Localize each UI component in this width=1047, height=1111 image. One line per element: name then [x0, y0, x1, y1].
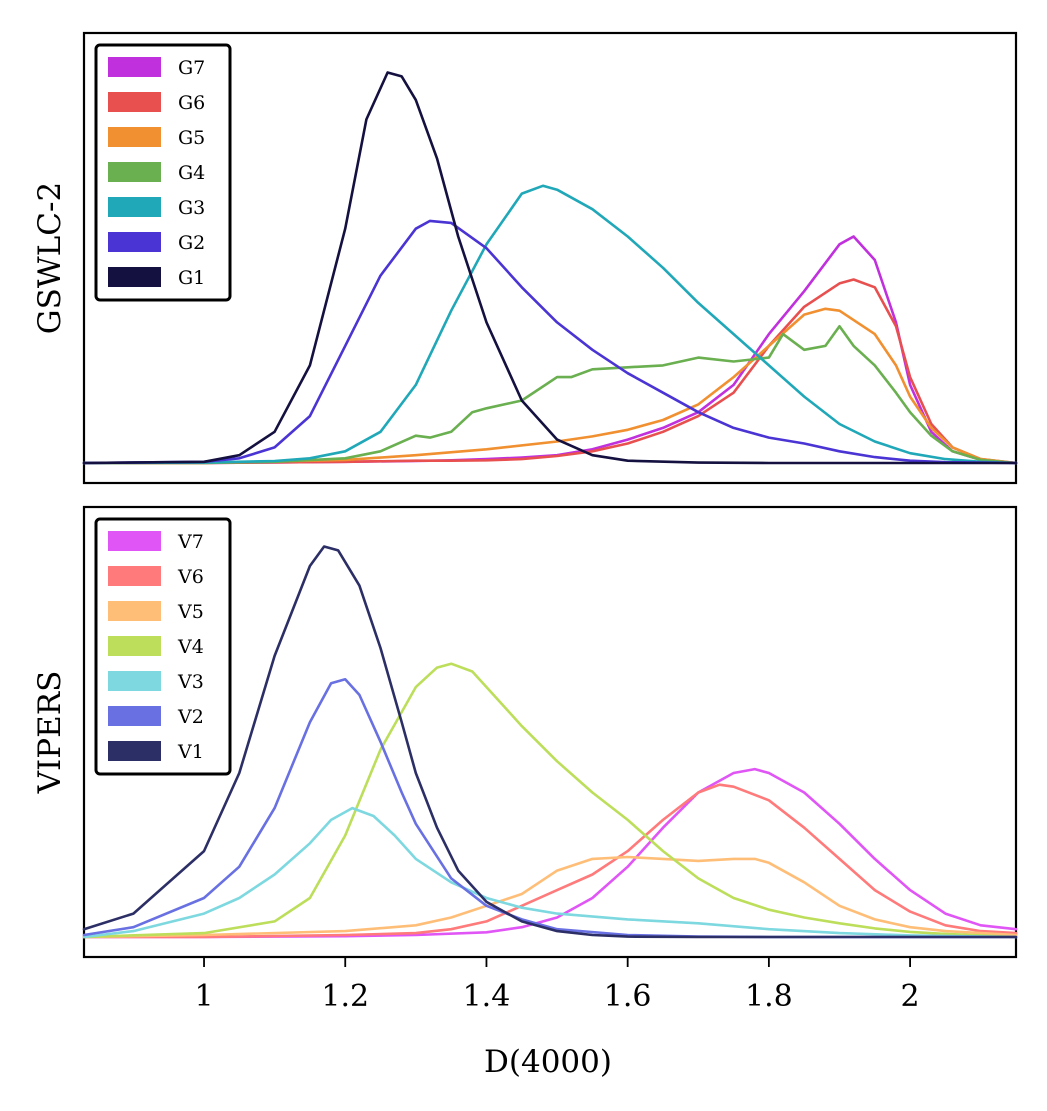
series-line-v6	[82, 783, 1018, 939]
x-tick-label: 1.2	[321, 979, 369, 1014]
series-line-g5	[82, 307, 1018, 465]
legend-label-g7: G7	[178, 57, 205, 79]
legend-swatch-v7	[108, 531, 161, 551]
legend-swatch-g3	[108, 197, 161, 217]
legend-label-v7: V7	[177, 531, 204, 553]
legend-label-g6: G6	[178, 92, 205, 114]
series-line-v5	[82, 855, 1018, 939]
legend-swatch-v4	[108, 636, 161, 656]
series-line-g2	[82, 219, 1018, 465]
series-line-v1	[82, 545, 1018, 939]
legend-label-g2: G2	[178, 232, 205, 254]
legend-top: G7 G6 G5 G4 G3 G2 G1	[94, 43, 232, 302]
legend-swatch-v1	[108, 741, 161, 761]
legend-label-g5: G5	[178, 127, 205, 149]
curves-top	[82, 71, 1018, 465]
x-tick-label: 1.8	[745, 979, 793, 1014]
legend-swatch-v3	[108, 671, 161, 691]
series-line-g1	[82, 71, 1018, 465]
legend-label-v5: V5	[177, 601, 204, 623]
x-tick-label: 2	[901, 979, 920, 1014]
legend-label-g3: G3	[178, 197, 205, 219]
series-line-v2	[82, 678, 1018, 939]
series-line-v3	[82, 806, 1018, 939]
legend-swatch-g7	[108, 57, 161, 77]
series-line-g6	[82, 278, 1018, 465]
legend-swatch-v5	[108, 601, 161, 621]
axes-frame-top	[82, 31, 1018, 485]
legend-swatch-g5	[108, 127, 161, 147]
legend-label-v2: V2	[177, 706, 204, 728]
axes-frame-bottom	[82, 505, 1018, 959]
legend-label-v6: V6	[177, 566, 204, 588]
panel-vipers: 1 1.2 1.4 1.6 1.8 2 VIPERS V7 V6 V5 V4 V3 V2 V1	[32, 505, 1018, 1014]
legend-swatch-g1	[108, 267, 161, 287]
x-ticks: 1 1.2 1.4 1.6 1.8 2	[194, 957, 920, 1014]
legend-label-v4: V4	[177, 636, 204, 658]
y-axis-label-top: GSWLC-2	[32, 182, 68, 334]
x-axis-label: D(4000)	[484, 1044, 612, 1080]
legend-swatch-g4	[108, 162, 161, 182]
legend-swatch-v6	[108, 566, 161, 586]
legend-swatch-g6	[108, 92, 161, 112]
x-tick-label: 1	[194, 979, 213, 1014]
series-line-g4	[82, 325, 1018, 465]
x-tick-label: 1.4	[463, 979, 511, 1014]
series-line-g3	[82, 184, 1018, 465]
legend-label-g1: G1	[178, 267, 205, 289]
legend-label-g4: G4	[178, 162, 205, 184]
legend-label-v3: V3	[177, 671, 204, 693]
series-line-v4	[82, 662, 1018, 939]
x-tick-label: 1.6	[604, 979, 652, 1014]
legend-swatch-v2	[108, 706, 161, 726]
y-axis-label-bottom: VIPERS	[32, 671, 68, 795]
legend-swatch-g2	[108, 232, 161, 252]
panel-gswlc: GSWLC-2 G7 G6 G5 G4 G3 G2 G1	[32, 31, 1018, 485]
legend-label-v1: V1	[177, 741, 204, 763]
curves-bottom	[82, 545, 1018, 939]
legend-bottom: V7 V6 V5 V4 V3 V2 V1	[94, 517, 232, 776]
